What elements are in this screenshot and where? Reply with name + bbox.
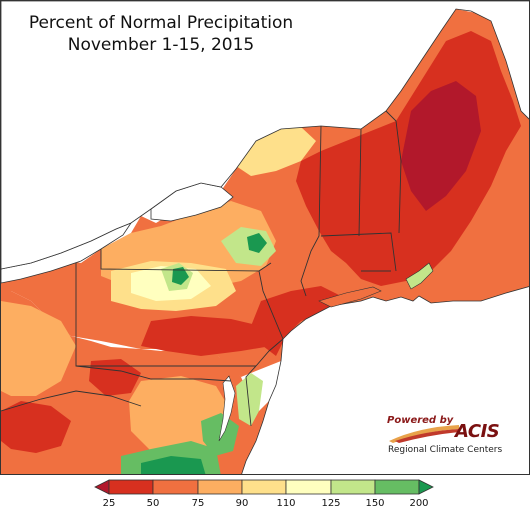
legend-bin-75-90: [197, 479, 243, 495]
zone-maine-very-dry: [401, 81, 481, 211]
zone-pa-south-dry: [141, 316, 271, 356]
chesapeake-bay: [218, 375, 236, 442]
legend-bin-90-110: [241, 479, 287, 495]
zone-va-dry: [1, 401, 71, 453]
legend-bin-above-200: [418, 479, 434, 495]
long-island: [318, 286, 382, 308]
legend-bin-50-75: [152, 479, 199, 495]
cape-cod: [405, 262, 434, 290]
zone-wv-dry: [89, 359, 141, 396]
zone-delmarva-wet: [236, 373, 263, 426]
legend-tick-label: 25: [102, 498, 116, 509]
zone-nj-dry: [251, 286, 341, 356]
legend-bin-below-25: [94, 479, 110, 495]
precipitation-map: Percent of Normal Precipitation November…: [0, 0, 530, 475]
zone-pa-very-wet: [172, 267, 189, 285]
legend-bin-125-150: [330, 479, 376, 495]
zone-ohio-valley: [1, 301, 76, 396]
legend-tick-label: 150: [365, 498, 385, 509]
legend-bar: [94, 479, 434, 495]
logo-powered-by: Powered by: [387, 415, 454, 426]
legend-bin-150-200: [374, 479, 420, 495]
zone-ny-very-wet: [247, 233, 267, 253]
logo-swoosh-icon: [389, 425, 459, 443]
zone-south-very-wet: [141, 456, 206, 474]
legend-tick-label: 110: [276, 498, 296, 509]
canada-region: [1, 1, 529, 270]
logo-acis-text: ACIS: [455, 421, 500, 442]
legend-tick-label: 125: [321, 498, 341, 509]
legend-bin-25-50: [108, 479, 154, 495]
map-date-range: November 1-15, 2015: [67, 35, 255, 55]
map-canvas: [1, 1, 529, 474]
legend-tick-label: 200: [409, 498, 429, 509]
logo-subtitle: Regional Climate Centers: [388, 445, 503, 455]
legend-bin-110-125: [285, 479, 332, 495]
legend-tick-label: 75: [191, 498, 205, 509]
legend-tick-label: 50: [146, 498, 160, 509]
legend-tick-label: 90: [235, 498, 249, 509]
acis-logo: Powered by ACIS Regional Climate Centers: [385, 415, 515, 457]
map-title: Percent of Normal Precipitation: [28, 13, 294, 33]
color-legend: 25 50 75 90 110 125 150 200: [0, 476, 531, 511]
state-boundaries: [1, 110, 402, 427]
